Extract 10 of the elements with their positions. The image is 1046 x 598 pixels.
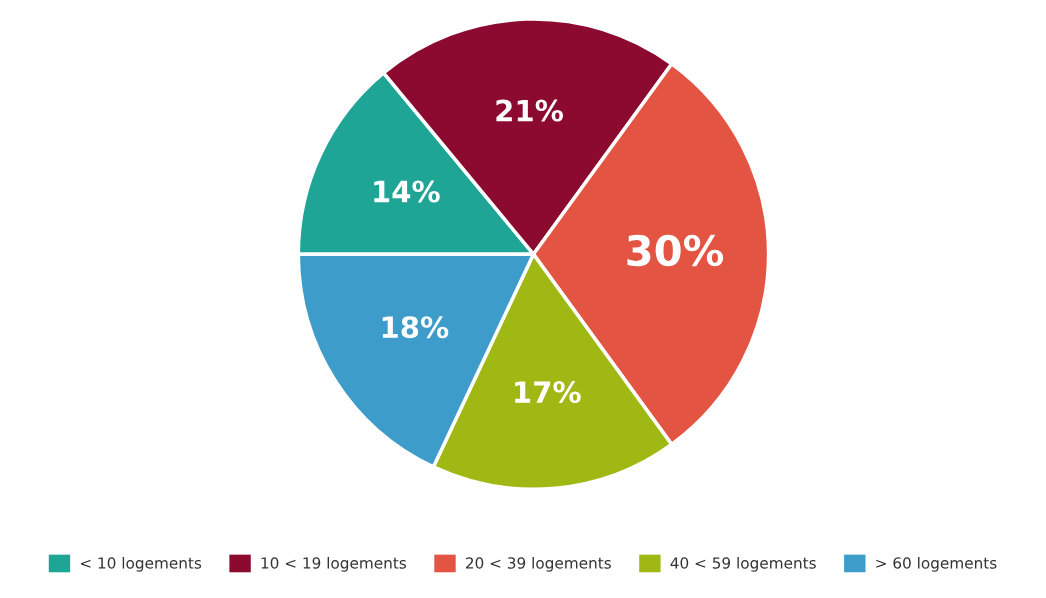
data-label: 21% [496, 99, 564, 122]
legend-label: 40 < 59 logements [670, 556, 816, 572]
data-label: 14% [374, 180, 440, 203]
legend-label: > 60 logements [876, 556, 997, 572]
legend-label: 20 < 39 logements [465, 556, 611, 572]
data-label: 18% [382, 316, 449, 339]
legend-label: 10 < 19 logements [261, 556, 407, 572]
data-label: 30% [627, 234, 724, 267]
legend-label: < 10 logements [80, 556, 202, 572]
data-label: 17% [515, 381, 581, 404]
